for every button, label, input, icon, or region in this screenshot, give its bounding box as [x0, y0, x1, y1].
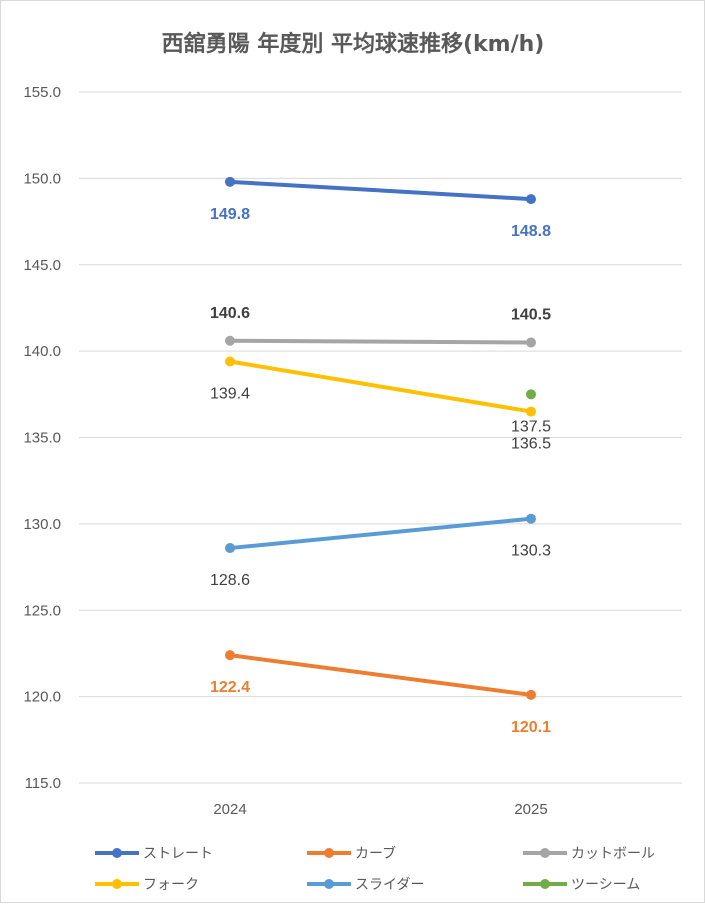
series-line — [228, 653, 533, 697]
y-tick-label: 150.0 — [23, 170, 61, 187]
series-line — [228, 179, 533, 202]
legend-item: スライダー — [307, 877, 424, 893]
legend-item: フォーク — [95, 877, 199, 893]
y-tick-label: 115.0 — [25, 775, 61, 792]
x-tick-label: 2024 — [213, 801, 246, 818]
legend-label: カーブ — [355, 845, 396, 862]
legend-marker — [324, 848, 334, 858]
legend-item: ストレート — [95, 846, 213, 862]
data-label: 130.3 — [511, 543, 551, 560]
y-tick-label: 145.0 — [23, 257, 61, 274]
legend-marker — [540, 848, 550, 858]
x-axis-ticks: 2024 2025 — [213, 801, 547, 818]
legend-item: カーブ — [307, 845, 396, 862]
data-label: 122.4 — [210, 679, 250, 696]
y-tick-label: 155.0 — [23, 84, 61, 101]
y-tick-label: 120.0 — [23, 689, 61, 706]
gridlines — [79, 91, 682, 784]
legend-marker — [540, 879, 550, 889]
data-point — [526, 337, 536, 348]
legend-label: ツーシーム — [571, 877, 640, 893]
data-point — [225, 335, 235, 346]
data-label: 148.8 — [511, 223, 551, 240]
data-point — [225, 543, 235, 554]
legend-marker — [324, 879, 334, 889]
x-tick-label: 2025 — [514, 801, 547, 818]
y-tick-label: 140.0 — [23, 343, 61, 360]
data-label: 120.1 — [511, 719, 551, 736]
data-point — [526, 389, 536, 400]
legend-label: フォーク — [143, 877, 199, 893]
series-lines — [225, 176, 536, 700]
legend-label: カットボール — [571, 846, 655, 862]
data-point — [225, 650, 235, 661]
data-labels: 149.8 148.8 122.4 120.1 140.6 140.5 139.4 136.5… — [210, 206, 551, 736]
y-tick-label: 130.0 — [23, 516, 61, 533]
y-axis-ticks: 115.0 120.0 125.0 130.0 135.0 140.0 145.0 150.0… — [23, 84, 61, 792]
series-line — [228, 516, 533, 551]
data-point — [526, 406, 536, 417]
y-tick-label: 135.0 — [23, 430, 61, 447]
data-point — [526, 689, 536, 700]
data-point — [526, 194, 536, 205]
legend-item: カットボール — [523, 846, 655, 862]
data-label: 149.8 — [210, 206, 250, 223]
series-line — [228, 338, 533, 345]
legend-label: ストレート — [143, 846, 213, 862]
data-point — [225, 176, 235, 187]
chart-title: 西舘勇陽 年度別 平均球速推移(km/h) — [162, 31, 545, 57]
data-label: 140.6 — [210, 305, 250, 322]
series-line — [228, 359, 533, 414]
data-label: 136.5 — [511, 436, 551, 453]
data-label: 137.5 — [511, 418, 551, 435]
data-label: 140.5 — [511, 306, 551, 323]
y-tick-label: 125.0 — [23, 602, 61, 619]
legend-marker — [112, 879, 122, 889]
data-label: 139.4 — [210, 385, 250, 402]
legend-marker — [112, 848, 122, 858]
data-label: 128.6 — [210, 572, 250, 589]
data-point — [225, 356, 235, 367]
legend-label: スライダー — [355, 877, 424, 893]
legend-item: ツーシーム — [523, 877, 640, 893]
data-point — [526, 513, 536, 524]
